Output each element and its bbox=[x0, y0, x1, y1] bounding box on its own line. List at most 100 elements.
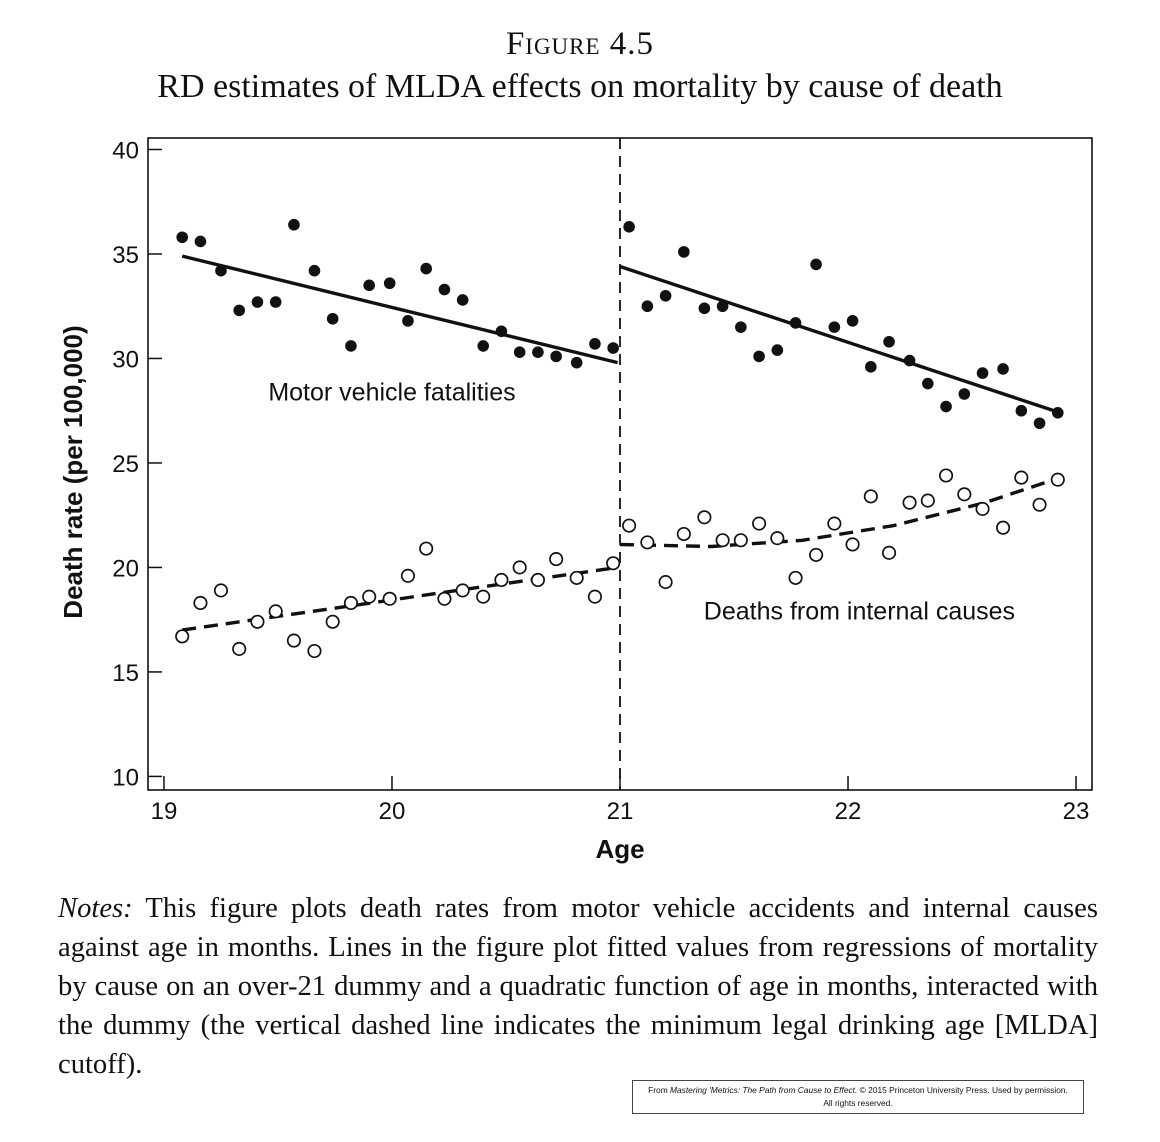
permission-credit: From Mastering 'Metrics: The Path from C… bbox=[632, 1080, 1084, 1114]
motor-vehicle-point bbox=[402, 315, 414, 327]
internal-causes-point bbox=[286, 633, 301, 648]
x-tick-label: 22 bbox=[835, 798, 862, 825]
motor-vehicle-point bbox=[607, 342, 619, 354]
y-tick-label: 35 bbox=[112, 242, 139, 269]
internal-causes-point bbox=[325, 614, 340, 629]
motor-vehicle-point bbox=[550, 350, 562, 363]
internal-causes-point bbox=[788, 570, 803, 585]
motor-vehicle-point bbox=[363, 279, 375, 292]
motor-vehicle-point bbox=[589, 338, 601, 350]
internal-causes-point bbox=[400, 568, 415, 583]
y-tick-label: 25 bbox=[112, 451, 139, 478]
motor-vehicle-point bbox=[922, 377, 934, 390]
motor-vehicle-point bbox=[251, 296, 264, 308]
motor-vehicle-point bbox=[678, 246, 690, 258]
y-tick-label: 40 bbox=[112, 137, 139, 164]
internal-causes-point bbox=[587, 589, 602, 604]
motor-vehicle-annotation: Motor vehicle fatalities bbox=[268, 378, 515, 406]
motor-vehicle-point bbox=[345, 340, 357, 352]
figure-notes: Notes: This figure plots death rates fro… bbox=[58, 889, 1098, 1084]
internal-causes-point bbox=[569, 570, 584, 585]
internal-causes-point bbox=[809, 547, 824, 562]
internal-causes-point bbox=[549, 552, 564, 567]
internal-causes-point bbox=[697, 510, 712, 525]
internal-causes-point bbox=[733, 533, 748, 548]
motor-vehicle-point bbox=[176, 231, 189, 244]
motor-vehicle-point bbox=[810, 258, 822, 271]
internal-causes-point bbox=[419, 541, 434, 556]
internal-causes-annotation: Deaths from internal causes bbox=[704, 598, 1015, 626]
motor-vehicle-point bbox=[194, 235, 207, 248]
motor-vehicle-point bbox=[456, 294, 469, 306]
motor-vehicle-point bbox=[958, 388, 971, 400]
internal-causes-point bbox=[268, 604, 283, 619]
credit-book-title: Mastering 'Metrics: The Path from Cause … bbox=[670, 1085, 858, 1095]
motor-vehicle-point bbox=[532, 346, 544, 358]
internal-causes-point bbox=[382, 591, 397, 606]
internal-causes-point bbox=[640, 535, 655, 550]
internal-causes-fit-line bbox=[181, 565, 618, 632]
motor-vehicle-point bbox=[383, 277, 396, 290]
motor-vehicle-point bbox=[789, 317, 802, 329]
motor-vehicle-point bbox=[940, 400, 952, 413]
motor-vehicle-point bbox=[1033, 417, 1046, 430]
notes-text: This figure plots death rates from motor… bbox=[58, 893, 1098, 1080]
internal-causes-point bbox=[957, 487, 972, 502]
y-tick-label: 15 bbox=[112, 660, 139, 687]
internal-causes-point bbox=[606, 556, 621, 571]
internal-causes-point bbox=[530, 572, 545, 588]
internal-causes-point bbox=[455, 583, 470, 598]
motor-vehicle-point bbox=[883, 335, 895, 348]
motor-vehicle-point bbox=[233, 304, 246, 317]
internal-causes-point bbox=[1050, 472, 1065, 487]
x-tick-label: 19 bbox=[151, 798, 178, 825]
internal-causes-point bbox=[975, 501, 990, 516]
internal-causes-point bbox=[920, 493, 935, 508]
motor-vehicle-point bbox=[753, 350, 765, 363]
motor-vehicle-point bbox=[716, 300, 729, 313]
internal-causes-point bbox=[1032, 497, 1047, 512]
motor-vehicle-point bbox=[641, 300, 654, 313]
internal-causes-point bbox=[902, 495, 917, 510]
internal-causes-point bbox=[715, 533, 730, 548]
y-axis-title: Death rate (per 100,000) bbox=[58, 325, 88, 618]
motor-vehicle-point bbox=[623, 221, 635, 233]
notes-lead: Notes: bbox=[58, 893, 133, 924]
internal-causes-point bbox=[232, 641, 247, 656]
motor-vehicle-point bbox=[1051, 407, 1064, 419]
internal-causes-point bbox=[863, 489, 878, 504]
motor-vehicle-point bbox=[997, 363, 1009, 375]
figure-title: RD estimates of MLDA effects on mortalit… bbox=[157, 68, 1003, 105]
internal-causes-point bbox=[882, 545, 897, 560]
motor-vehicle-point bbox=[659, 289, 672, 302]
motor-vehicle-point bbox=[865, 361, 877, 373]
motor-vehicle-fit-line bbox=[619, 264, 1061, 415]
motor-vehicle-point bbox=[288, 218, 300, 231]
motor-vehicle-point bbox=[1015, 404, 1028, 417]
motor-vehicle-point bbox=[698, 302, 711, 315]
motor-vehicle-point bbox=[513, 346, 526, 358]
motor-vehicle-point bbox=[420, 262, 432, 275]
y-tick-label: 30 bbox=[112, 346, 139, 373]
y-tick-label: 10 bbox=[112, 764, 139, 791]
internal-causes-point bbox=[476, 589, 491, 604]
motor-vehicle-point bbox=[846, 315, 859, 327]
internal-causes-point bbox=[307, 643, 322, 659]
motor-vehicle-point bbox=[495, 325, 508, 338]
internal-causes-point bbox=[622, 518, 637, 533]
internal-causes-point bbox=[193, 595, 208, 611]
credit-line-2: All rights reserved. bbox=[823, 1098, 893, 1108]
credit-line-1: From Mastering 'Metrics: The Path from C… bbox=[633, 1084, 1083, 1097]
motor-vehicle-point bbox=[215, 264, 227, 277]
motor-vehicle-point bbox=[735, 321, 747, 333]
internal-causes-point bbox=[512, 560, 527, 575]
motor-vehicle-point bbox=[308, 264, 321, 277]
motor-vehicle-point bbox=[438, 283, 451, 296]
internal-causes-point bbox=[845, 537, 860, 552]
motor-vehicle-point bbox=[903, 354, 916, 367]
motor-vehicle-fit-line bbox=[181, 254, 619, 365]
internal-causes-point bbox=[494, 572, 509, 588]
internal-causes-point bbox=[939, 468, 954, 483]
internal-causes-point bbox=[437, 591, 452, 606]
internal-causes-point bbox=[175, 629, 190, 644]
